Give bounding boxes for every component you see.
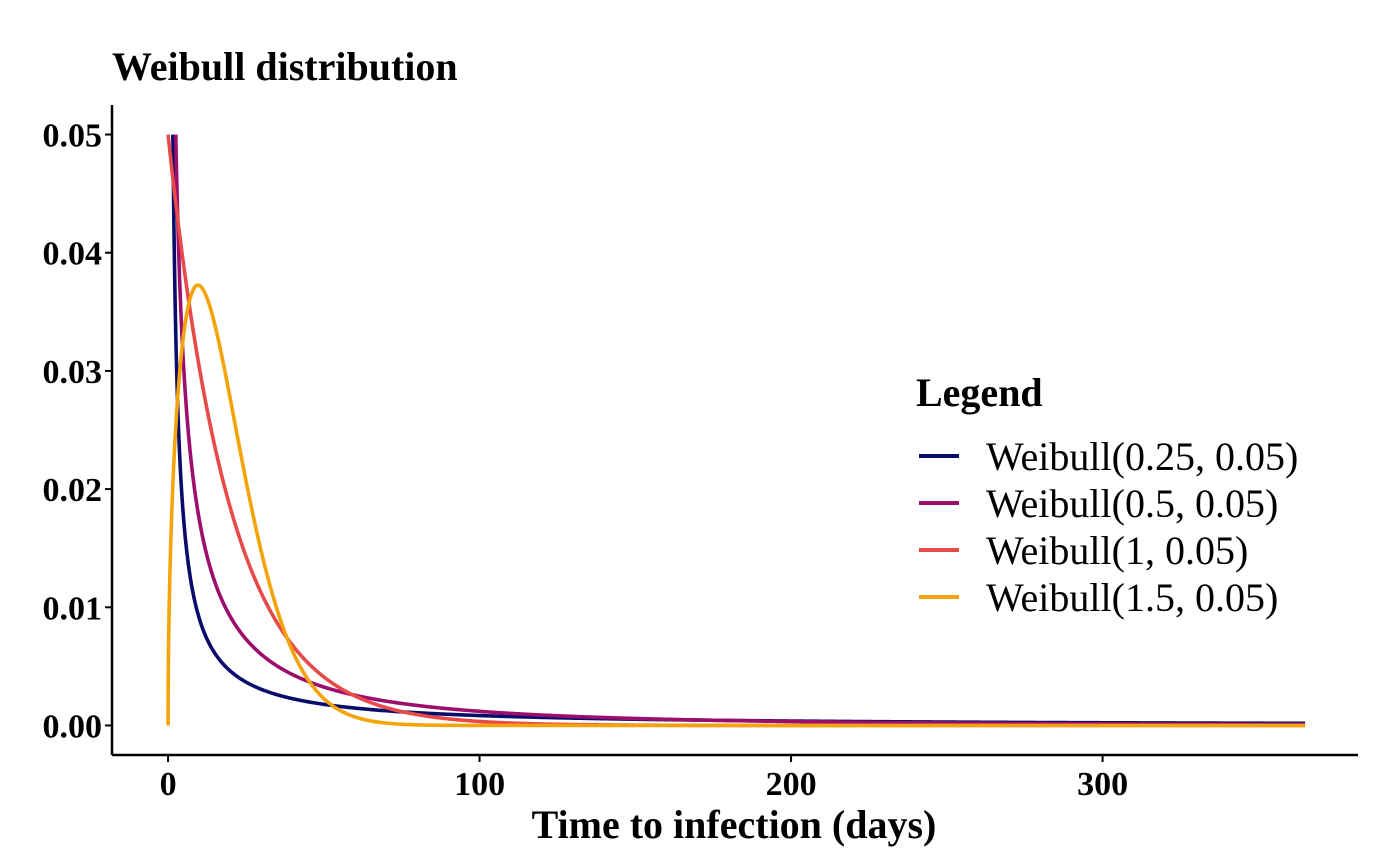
- legend-label-2: Weibull(0.5, 0.05): [986, 481, 1278, 526]
- y-tick-label: 0.02: [43, 472, 103, 509]
- y-tick-label: 0.05: [43, 118, 103, 155]
- chart-title: Weibull distribution: [112, 44, 458, 89]
- legend-title: Legend: [916, 370, 1043, 415]
- series-line-1: [171, 136, 1306, 726]
- x-axis-ticks: 0 100 200 300: [160, 755, 1128, 803]
- series-lines: [166, 133, 1306, 728]
- legend: Legend Weibull(0.25, 0.05)Weibull(0.5, 0…: [916, 370, 1298, 620]
- legend-label-3: Weibull(1, 0.05): [986, 528, 1248, 573]
- y-tick-label: 0.01: [43, 590, 103, 627]
- legend-label-1: Weibull(0.25, 0.05): [986, 434, 1298, 479]
- series-line-3: [166, 133, 1306, 728]
- y-tick-label: 0.04: [43, 236, 103, 273]
- legend-label-4: Weibull(1.5, 0.05): [986, 575, 1278, 620]
- y-tick-label: 0.00: [43, 708, 103, 745]
- y-axis-ticks: 0.00 0.01 0.02 0.03 0.04 0.05: [43, 118, 112, 745]
- x-tick-label: 300: [1077, 766, 1128, 803]
- x-tick-label: 0: [160, 766, 177, 803]
- x-tick-label: 200: [766, 766, 817, 803]
- series-line-2: [173, 134, 1306, 727]
- series-line-4: [166, 283, 1306, 728]
- y-tick-label: 0.03: [43, 354, 103, 391]
- x-axis-title: Time to infection (days): [532, 802, 937, 847]
- x-tick-label: 100: [454, 766, 505, 803]
